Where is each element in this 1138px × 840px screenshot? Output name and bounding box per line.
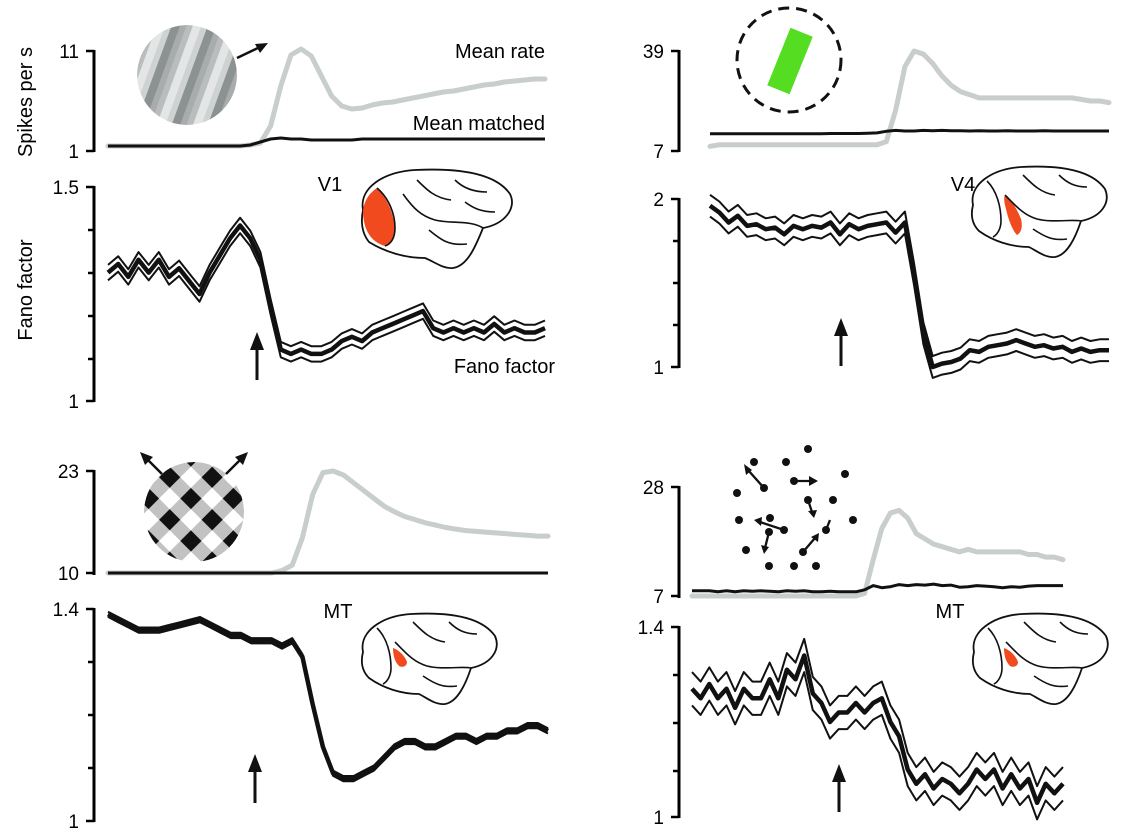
mean-matched-label: Mean matched [413, 113, 545, 135]
rate-axis-label: Spikes per s [15, 47, 37, 157]
fano-axis-label: Fano factor [15, 239, 37, 341]
mean-matched-line [710, 128, 1109, 136]
area-label: V1 [318, 174, 342, 196]
fano-tick-max: 1.4 [638, 618, 665, 639]
monkey-brain-icon [971, 165, 1108, 258]
rate-tick-min: 7 [653, 587, 664, 608]
rate-tick-min: 7 [653, 142, 664, 163]
area-label: MT [324, 601, 353, 623]
fano-tick-max: 1.4 [53, 600, 80, 621]
moving-dots-icon [733, 445, 857, 570]
panel-v4: 39 7 2 1 V4 [643, 6, 1112, 379]
panel-mt-plaid: 23 10 1.4 1 MT [53, 452, 551, 833]
monkey-brain-icon [972, 612, 1109, 705]
fano-tick-min: 1 [653, 358, 664, 379]
onset-arrow-icon [248, 754, 262, 803]
fano-lower-bound [107, 232, 546, 363]
rate-tick-min: 1 [68, 142, 79, 163]
fano-tick-max: 2 [653, 190, 664, 211]
rate-tick-max: 11 [59, 42, 79, 63]
drifting-grating-icon [137, 25, 268, 125]
panel-v1: 11 1 1.5 1 [53, 25, 556, 413]
fano-lower-bound [691, 671, 1064, 821]
fano-tick-min: 1 [653, 808, 664, 829]
fano-factor-line [106, 223, 546, 357]
fano-factor-line [708, 203, 1109, 370]
panel-mt-dots: 28 7 1.4 1 [638, 445, 1109, 829]
monkey-brain-icon [361, 612, 498, 705]
area-label: V4 [951, 174, 975, 196]
fano-upper-bound [691, 637, 1064, 788]
plaid-icon [140, 452, 248, 562]
fano-tick-max: 1.5 [53, 178, 79, 199]
fano-tick-min: 1 [68, 392, 79, 413]
mean-rate-line [689, 507, 1066, 599]
mean-matched-line [108, 136, 545, 148]
mean-rate-label: Mean rate [455, 41, 545, 63]
oriented-bar-icon [735, 6, 843, 114]
rate-tick-max: 39 [643, 42, 664, 63]
fano-upper-bound [107, 216, 546, 348]
monkey-brain-icon [361, 168, 513, 269]
rate-tick-max: 23 [58, 462, 79, 483]
area-label: MT [936, 601, 965, 623]
fano-tick-min: 1 [68, 812, 79, 833]
onset-arrow-icon [834, 318, 848, 366]
fano-factor-line [106, 612, 550, 781]
onset-arrow-icon [832, 764, 846, 812]
fano-factor-label: Fano factor [454, 356, 556, 378]
mean-matched-line [692, 582, 1063, 594]
fano-factor-line [690, 653, 1065, 806]
rate-tick-max: 28 [643, 478, 664, 499]
mean-rate-line [707, 48, 1112, 149]
rate-tick-min: 10 [58, 564, 79, 585]
onset-arrow-icon [250, 332, 264, 380]
